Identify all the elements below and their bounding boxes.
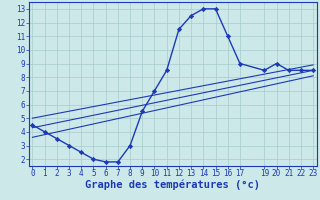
X-axis label: Graphe des températures (°c): Graphe des températures (°c) — [85, 180, 260, 190]
